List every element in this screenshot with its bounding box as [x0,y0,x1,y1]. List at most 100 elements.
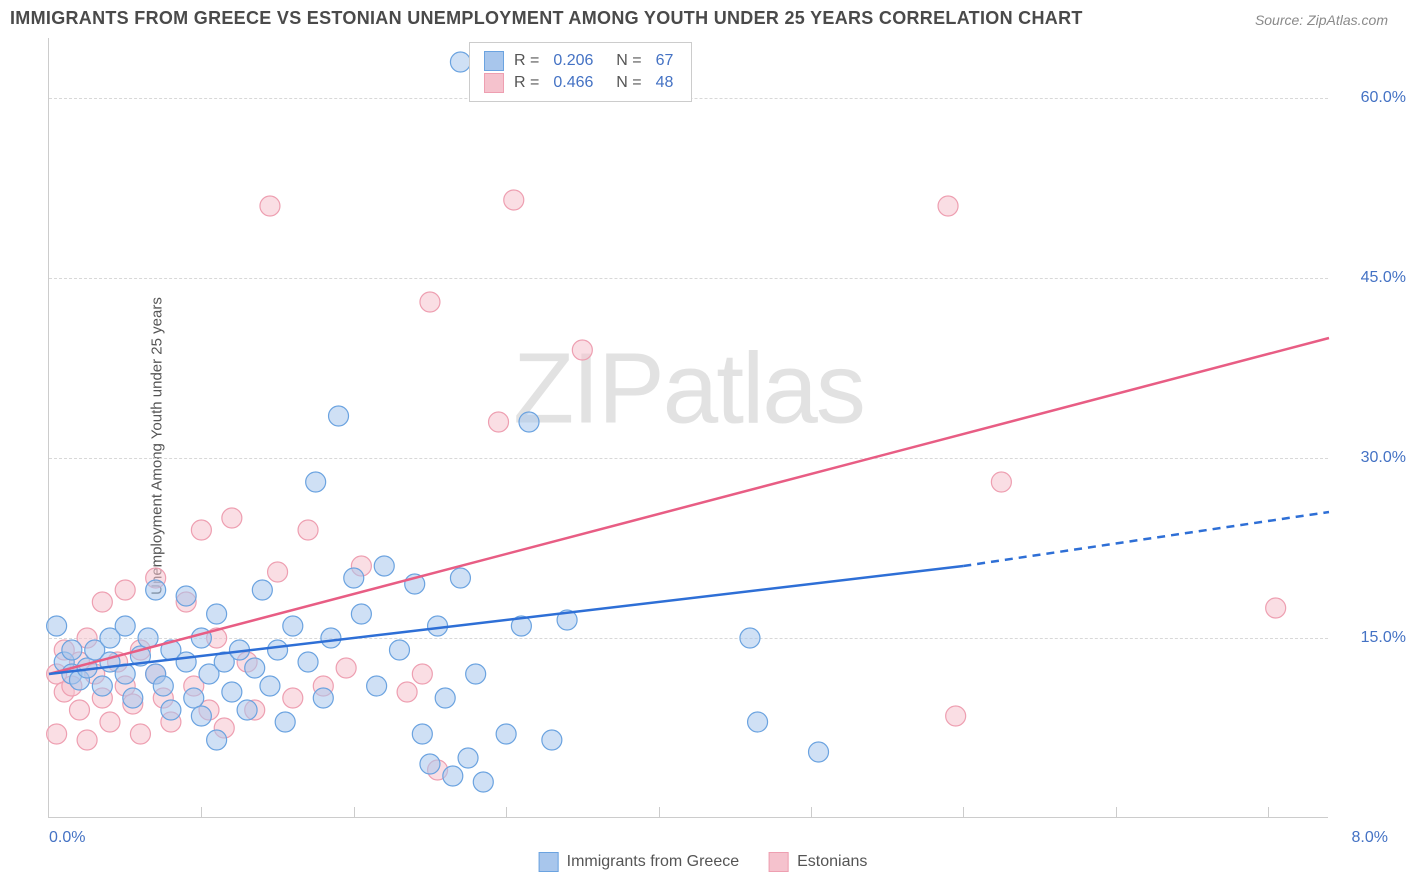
scatter-point [130,724,150,744]
scatter-point [92,592,112,612]
scatter-point [62,640,82,660]
scatter-point [161,700,181,720]
scatter-point [222,508,242,528]
trend-line [49,338,1329,674]
y-tick-label: 15.0% [1336,629,1406,647]
scatter-point [572,340,592,360]
scatter-svg [49,38,1328,817]
scatter-point [420,292,440,312]
scatter-point [115,616,135,636]
n-label: N = [607,52,641,70]
n-label: N = [607,74,641,92]
trend-line [49,566,963,674]
x-axis-max-label: 8.0% [1352,829,1388,847]
scatter-point [336,658,356,678]
n-value-blue: 67 [656,52,674,70]
scatter-point [519,412,539,432]
scatter-point [397,682,417,702]
legend-label-estonians: Estonians [797,853,867,871]
scatter-point [115,580,135,600]
chart-title: IMMIGRANTS FROM GREECE VS ESTONIAN UNEMP… [10,8,1083,29]
scatter-point [389,640,409,660]
scatter-point [191,706,211,726]
scatter-point [123,688,143,708]
source-attribution: Source: ZipAtlas.com [1255,12,1388,28]
scatter-point [283,688,303,708]
scatter-point [351,604,371,624]
scatter-point [435,688,455,708]
swatch-pink-icon [769,852,789,872]
scatter-point [260,676,280,696]
scatter-point [412,664,432,684]
scatter-point [946,706,966,726]
swatch-blue [484,51,504,71]
r-value-blue: 0.206 [553,52,593,70]
scatter-point [260,196,280,216]
n-value-pink: 48 [656,74,674,92]
y-tick-label: 60.0% [1336,89,1406,107]
scatter-point [275,712,295,732]
scatter-point [176,586,196,606]
scatter-point [809,742,829,762]
correlation-legend: R = 0.206 N = 67 R = 0.466 N = 48 [469,42,692,102]
scatter-point [153,676,173,696]
series-legend: Immigrants from Greece Estonians [539,852,868,872]
scatter-point [191,520,211,540]
scatter-point [146,580,166,600]
scatter-point [100,712,120,732]
scatter-point [938,196,958,216]
scatter-point [184,688,204,708]
scatter-point [298,652,318,672]
scatter-point [504,190,524,210]
scatter-point [473,772,493,792]
scatter-point [77,730,97,750]
scatter-point [207,730,227,750]
scatter-point [489,412,509,432]
scatter-point [1266,598,1286,618]
swatch-pink [484,73,504,93]
legend-row-blue: R = 0.206 N = 67 [484,51,677,71]
scatter-point [321,628,341,648]
trend-line [963,512,1329,566]
scatter-point [176,652,196,672]
scatter-point [991,472,1011,492]
scatter-point [466,664,486,684]
legend-row-pink: R = 0.466 N = 48 [484,73,677,93]
scatter-point [47,616,67,636]
scatter-point [207,604,227,624]
scatter-point [47,724,67,744]
swatch-blue-icon [539,852,559,872]
scatter-point [268,562,288,582]
scatter-point [443,766,463,786]
scatter-point [245,658,265,678]
scatter-point [374,556,394,576]
scatter-point [92,676,112,696]
scatter-point [313,688,333,708]
scatter-point [367,676,387,696]
y-tick-label: 30.0% [1336,449,1406,467]
scatter-point [329,406,349,426]
y-tick-label: 45.0% [1336,269,1406,287]
r-label: R = [514,74,539,92]
scatter-point [298,520,318,540]
legend-item-greece: Immigrants from Greece [539,852,739,872]
scatter-point [748,712,768,732]
x-axis-min-label: 0.0% [49,829,85,847]
scatter-point [268,640,288,660]
legend-item-estonians: Estonians [769,852,867,872]
scatter-point [496,724,516,744]
scatter-point [306,472,326,492]
scatter-point [252,580,272,600]
scatter-point [458,748,478,768]
scatter-point [283,616,303,636]
r-label: R = [514,52,539,70]
scatter-point [450,52,470,72]
scatter-point [222,682,242,702]
plot-area: ZIPatlas 15.0%30.0%45.0%60.0% R = 0.206 … [48,38,1328,818]
legend-label-greece: Immigrants from Greece [567,853,739,871]
scatter-point [450,568,470,588]
scatter-point [740,628,760,648]
scatter-point [344,568,364,588]
scatter-point [428,616,448,636]
scatter-point [420,754,440,774]
